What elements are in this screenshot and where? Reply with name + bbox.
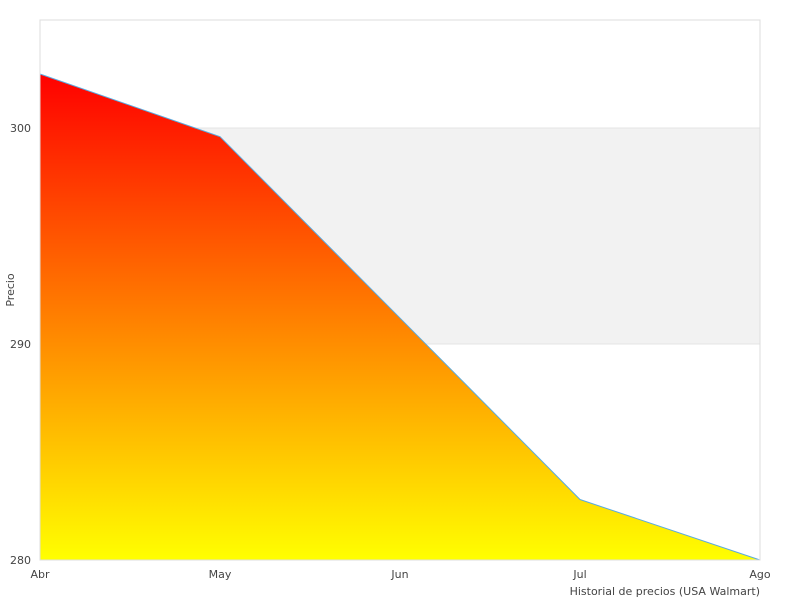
plot-frame — [39, 19, 761, 561]
x-axis-ticks: Abr May Jun Jul Ago — [30, 568, 770, 581]
plot-border — [39, 19, 761, 561]
x-tick-label: Abr — [30, 568, 50, 581]
area-fill — [40, 74, 760, 560]
y-tick-label: 290 — [10, 338, 31, 351]
x-tick-label: Jul — [572, 568, 586, 581]
series-line — [39, 73, 761, 561]
x-tick-label: Ago — [749, 568, 771, 581]
y-axis-ticks: 280 290 300 — [10, 122, 31, 567]
y-axis-title: Precio — [4, 273, 17, 307]
x-tick-label: Jun — [390, 568, 408, 581]
y-tick-label: 280 — [10, 554, 31, 567]
x-tick-label: May — [209, 568, 232, 581]
y-tick-label: 300 — [10, 122, 31, 135]
x-axis-title: Historial de precios (USA Walmart) — [570, 585, 760, 598]
